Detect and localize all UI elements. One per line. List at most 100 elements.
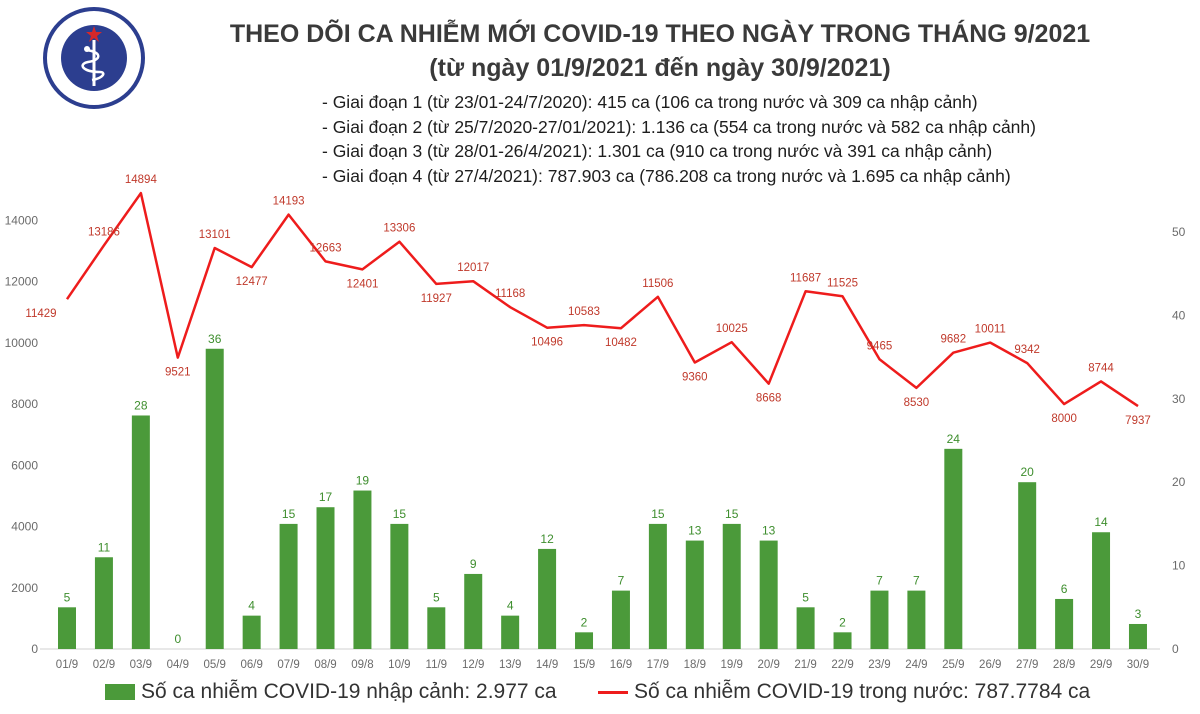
x-tick-label: 16/9 bbox=[610, 659, 632, 671]
import-bar-value-label: 19 bbox=[356, 474, 370, 488]
domestic-cases-value-label: 12477 bbox=[236, 276, 268, 288]
import-bar-value-label: 7 bbox=[876, 574, 883, 588]
import-bar-value-label: 13 bbox=[688, 524, 702, 538]
import-bar bbox=[242, 615, 261, 649]
domestic-cases-line bbox=[65, 191, 1139, 408]
legend-line-label: Số ca nhiễm COVID-19 trong nước: 787.778… bbox=[634, 680, 1091, 703]
import-bar-value-label: 6 bbox=[1061, 582, 1068, 596]
x-tick-label: 17/9 bbox=[647, 659, 669, 671]
import-bar bbox=[611, 590, 630, 649]
import-bar-value-label: 0 bbox=[174, 632, 181, 646]
import-bar-value-label: 36 bbox=[208, 332, 222, 346]
domestic-cases-value-label: 12663 bbox=[310, 242, 342, 254]
y-right-tick-label: 0 bbox=[1172, 642, 1179, 656]
x-tick-label: 15/9 bbox=[573, 659, 595, 671]
domestic-cases-value-label: 10496 bbox=[531, 337, 563, 349]
x-tick-label: 18/9 bbox=[684, 659, 706, 671]
x-tick-label: 28/9 bbox=[1053, 659, 1075, 671]
import-bar-value-label: 9 bbox=[470, 557, 477, 571]
phase-note: - Giai đoạn 1 (từ 23/01-24/7/2020): 415 … bbox=[322, 92, 978, 112]
phase-note: - Giai đoạn 2 (từ 25/7/2020-27/01/2021):… bbox=[322, 116, 1036, 137]
import-bar-value-label: 14 bbox=[1094, 515, 1108, 529]
import-bar bbox=[427, 607, 446, 649]
x-tick-label: 03/9 bbox=[130, 659, 152, 671]
import-bar bbox=[353, 490, 372, 649]
import-bar-value-label: 28 bbox=[134, 398, 148, 412]
import-bar-value-label: 24 bbox=[947, 432, 961, 446]
import-bar-value-label: 4 bbox=[248, 599, 255, 613]
x-tick-label: 20/9 bbox=[757, 659, 779, 671]
import-bar-value-label: 3 bbox=[1135, 607, 1142, 621]
domestic-cases-value-label: 11506 bbox=[642, 278, 673, 290]
domestic-cases-value-label: 9682 bbox=[941, 334, 967, 346]
y-right-tick-label: 50 bbox=[1172, 225, 1186, 239]
y-left-tick-label: 10000 bbox=[5, 336, 39, 350]
domestic-cases-value-label: 8530 bbox=[904, 397, 930, 409]
import-bar bbox=[759, 540, 778, 649]
import-bar bbox=[464, 573, 483, 649]
y-left-tick-label: 14000 bbox=[5, 214, 39, 228]
phase-notes: - Giai đoạn 1 (từ 23/01-24/7/2020): 415 … bbox=[322, 90, 1036, 188]
y-left-tick-label: 2000 bbox=[11, 581, 38, 595]
legend-line-series: Số ca nhiễm COVID-19 trong nước: 787.778… bbox=[598, 680, 1090, 704]
domestic-cases-value-label: 14894 bbox=[125, 174, 158, 186]
y-left-tick-label: 8000 bbox=[11, 397, 38, 411]
x-tick-label: 04/9 bbox=[167, 659, 189, 671]
domestic-cases-value-label: 11927 bbox=[421, 293, 452, 305]
x-tick-label: 01/9 bbox=[56, 659, 78, 671]
x-tick-label: 14/9 bbox=[536, 659, 558, 671]
domestic-cases-value-label: 9342 bbox=[1014, 344, 1040, 356]
x-tick-label: 10/9 bbox=[388, 659, 410, 671]
import-bar-value-label: 4 bbox=[507, 599, 514, 613]
import-bar bbox=[131, 415, 150, 649]
x-tick-label: 22/9 bbox=[831, 659, 853, 671]
domestic-cases-value-label: 13306 bbox=[383, 223, 415, 235]
import-bar-value-label: 15 bbox=[651, 507, 665, 521]
import-bar-value-label: 2 bbox=[839, 615, 846, 629]
x-tick-label: 06/9 bbox=[240, 659, 262, 671]
x-tick-label: 19/9 bbox=[721, 659, 743, 671]
domestic-cases-value-label: 10583 bbox=[568, 306, 600, 318]
domestic-cases-value-label: 11168 bbox=[495, 288, 525, 300]
import-bar bbox=[1018, 482, 1037, 649]
import-bar-value-label: 7 bbox=[618, 574, 625, 588]
domestic-cases-value-label: 7937 bbox=[1125, 415, 1151, 427]
x-tick-label: 21/9 bbox=[794, 659, 816, 671]
x-tick-label: 05/9 bbox=[204, 659, 226, 671]
domestic-cases-value-label: 11429 bbox=[25, 308, 56, 320]
x-tick-label: 24/9 bbox=[905, 659, 927, 671]
import-bar bbox=[538, 548, 557, 649]
x-tick-label: 11/9 bbox=[426, 659, 448, 671]
x-tick-label: 08/9 bbox=[314, 659, 336, 671]
import-bar bbox=[722, 523, 741, 649]
import-bar-value-label: 5 bbox=[802, 590, 809, 604]
domestic-cases-value-label: 10011 bbox=[975, 324, 1006, 336]
domestic-cases-value-label: 9360 bbox=[682, 372, 708, 384]
domestic-cases-value-label: 9465 bbox=[867, 340, 893, 352]
domestic-cases-value-label: 12401 bbox=[346, 278, 378, 290]
domestic-cases-value-label: 14193 bbox=[273, 196, 305, 208]
y-right-tick-label: 30 bbox=[1172, 392, 1186, 406]
import-bar bbox=[833, 632, 852, 649]
domestic-cases-value-label: 13186 bbox=[88, 226, 120, 238]
legend-bar-series: Số ca nhiễm COVID-19 nhập cảnh: 2.977 ca bbox=[105, 680, 557, 704]
import-bar bbox=[1092, 532, 1111, 649]
import-bar bbox=[316, 507, 335, 649]
import-bar bbox=[1055, 598, 1074, 649]
domestic-cases-value-label: 10482 bbox=[605, 337, 637, 349]
ministry-of-health-logo bbox=[43, 7, 145, 109]
domestic-cases-value-label: 8668 bbox=[756, 393, 782, 405]
domestic-cases-value-label: 11687 bbox=[790, 272, 821, 284]
domestic-cases-value-label: 8744 bbox=[1088, 362, 1114, 374]
y-left-tick-label: 4000 bbox=[11, 520, 38, 534]
x-tick-label: 25/9 bbox=[942, 659, 964, 671]
legend-line-swatch bbox=[598, 690, 628, 694]
import-bar bbox=[796, 607, 815, 649]
x-tick-label: 23/9 bbox=[868, 659, 890, 671]
phase-note: - Giai đoạn 4 (từ 27/4/2021): 787.903 ca… bbox=[322, 165, 1011, 186]
phase-note: - Giai đoạn 3 (từ 28/01-26/4/2021): 1.30… bbox=[322, 141, 993, 161]
import-bar-value-label: 7 bbox=[913, 574, 920, 588]
x-tick-label: 07/9 bbox=[277, 659, 299, 671]
import-bar bbox=[390, 523, 409, 649]
